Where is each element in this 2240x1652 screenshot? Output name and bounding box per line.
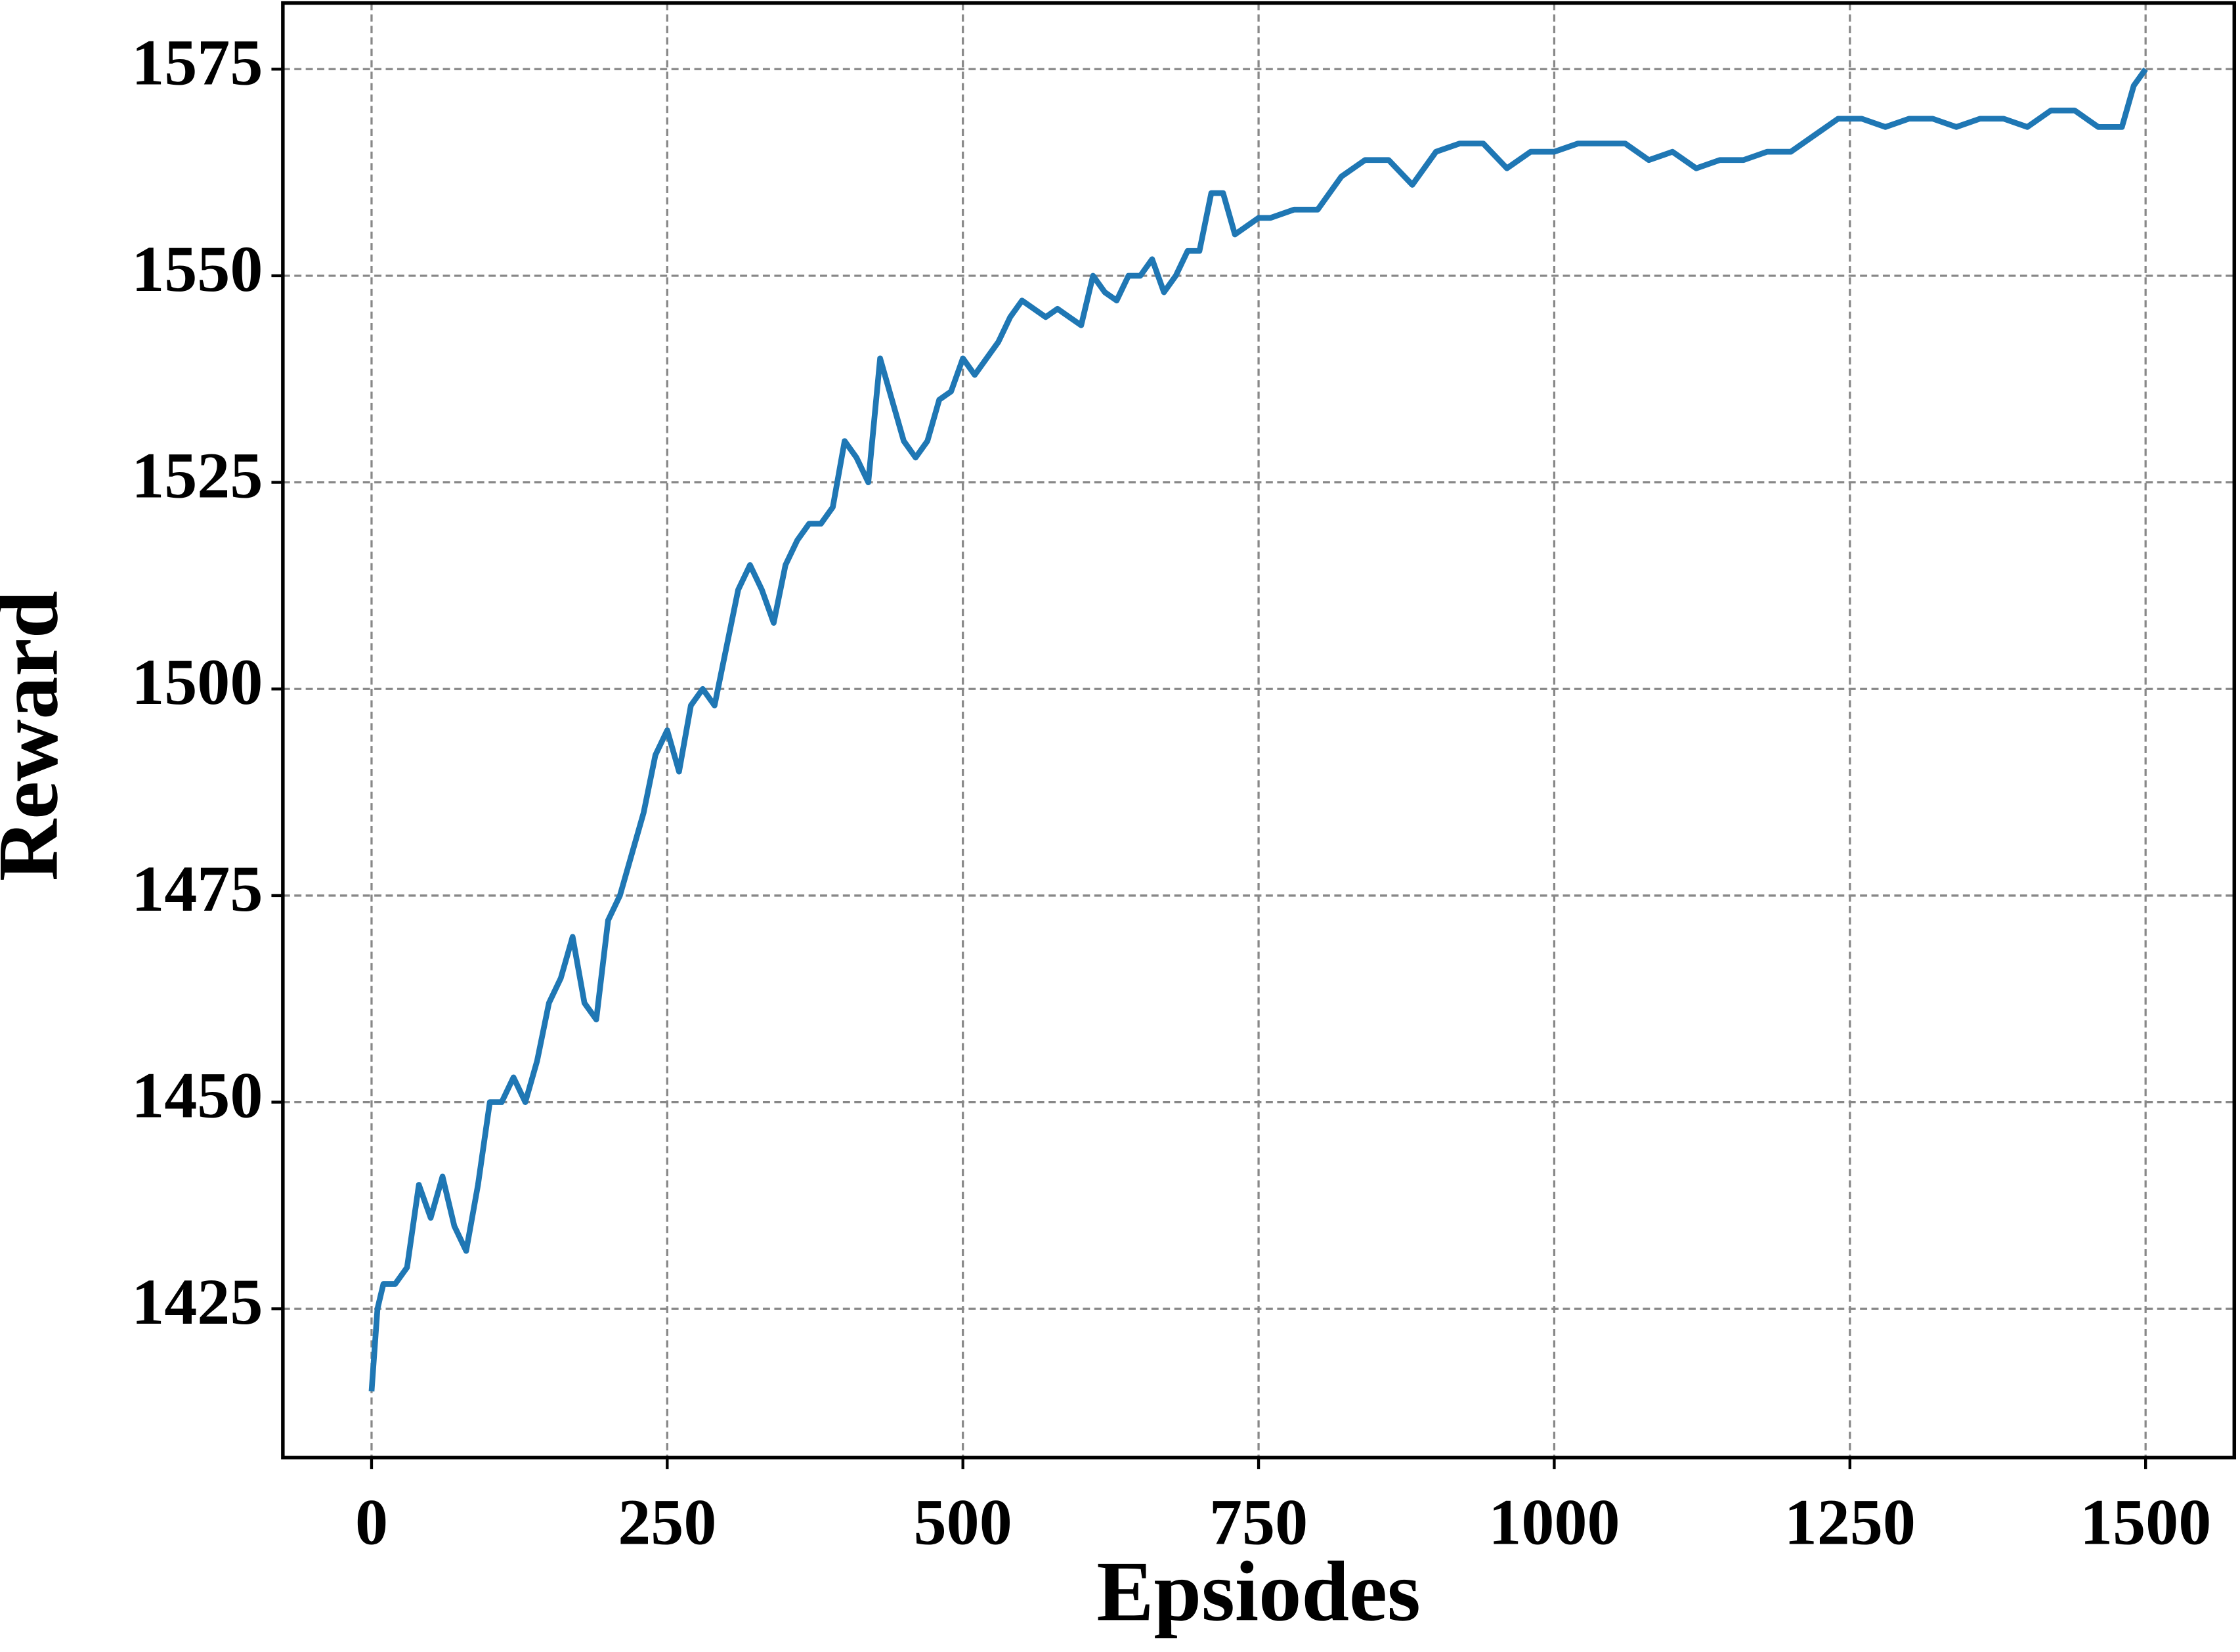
x-axis-label: Epsiodes	[1096, 1544, 1420, 1639]
x-tick-label: 250	[618, 1486, 716, 1559]
line	[368, 67, 2148, 1392]
x-tick-label: 500	[914, 1486, 1012, 1559]
x-tick-label: 0	[355, 1486, 388, 1559]
y-tick-label: 1575	[131, 26, 263, 98]
plot-frame	[281, 1, 2237, 1460]
x-tick-label: 1000	[1488, 1486, 1620, 1559]
y-tick-label: 1500	[131, 645, 263, 718]
y-tick-label: 1525	[131, 439, 263, 512]
y-tick-label: 1550	[131, 232, 263, 305]
y-tick-label: 1450	[131, 1059, 263, 1132]
x-tick-label: 1250	[1784, 1486, 1916, 1559]
y-tick-label: 1475	[131, 852, 263, 925]
x-tick-label: 750	[1209, 1486, 1308, 1559]
y-axis-label: Reward	[0, 591, 76, 881]
y-tick-label: 1425	[131, 1265, 263, 1338]
x-tick-label: 1500	[2080, 1486, 2211, 1559]
